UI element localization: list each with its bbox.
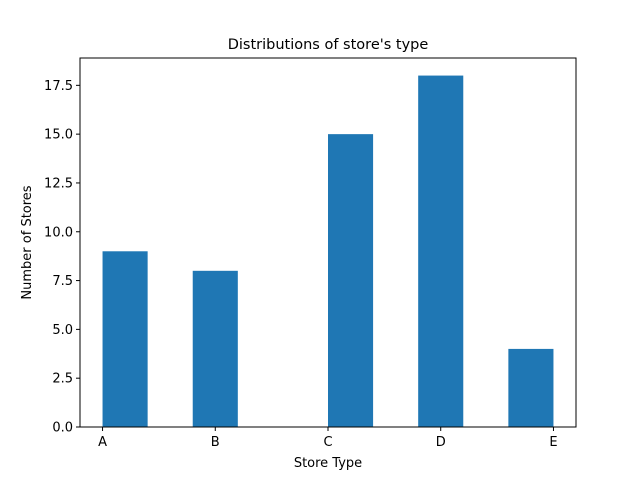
bar-0	[102, 251, 148, 427]
y-tick-label: 2.5	[52, 372, 73, 387]
y-tick-label: 5.0	[52, 323, 73, 338]
x-tick-label: D	[436, 435, 446, 450]
y-tick-label: 15.0	[44, 128, 73, 143]
bar-1	[192, 270, 238, 427]
y-tick-label: 7.5	[52, 274, 73, 289]
y-tick-label: 0.0	[52, 421, 73, 436]
chart-title: Distributions of store's type	[228, 37, 429, 53]
x-tick-label: E	[549, 435, 557, 450]
y-axis-ticks: 0.0 2.5 5.0 7.5 10.0 12.5 15.0 17.5	[44, 79, 80, 436]
plot-frame	[79, 57, 577, 428]
x-axis-ticks: A B C D E	[98, 427, 558, 450]
x-tick-label: C	[323, 435, 332, 450]
y-tick-label: 12.5	[44, 176, 73, 191]
bars-layer	[102, 75, 554, 428]
bar-4	[418, 75, 464, 428]
x-tick-label: A	[98, 435, 107, 450]
bar-3	[328, 134, 374, 427]
y-tick-label: 10.0	[44, 225, 73, 240]
bar-5	[508, 348, 554, 427]
x-tick-label: B	[211, 435, 220, 450]
y-tick-label: 17.5	[44, 79, 73, 94]
x-axis-label: Store Type	[294, 456, 362, 471]
y-axis-label: Number of Stores	[20, 185, 35, 299]
